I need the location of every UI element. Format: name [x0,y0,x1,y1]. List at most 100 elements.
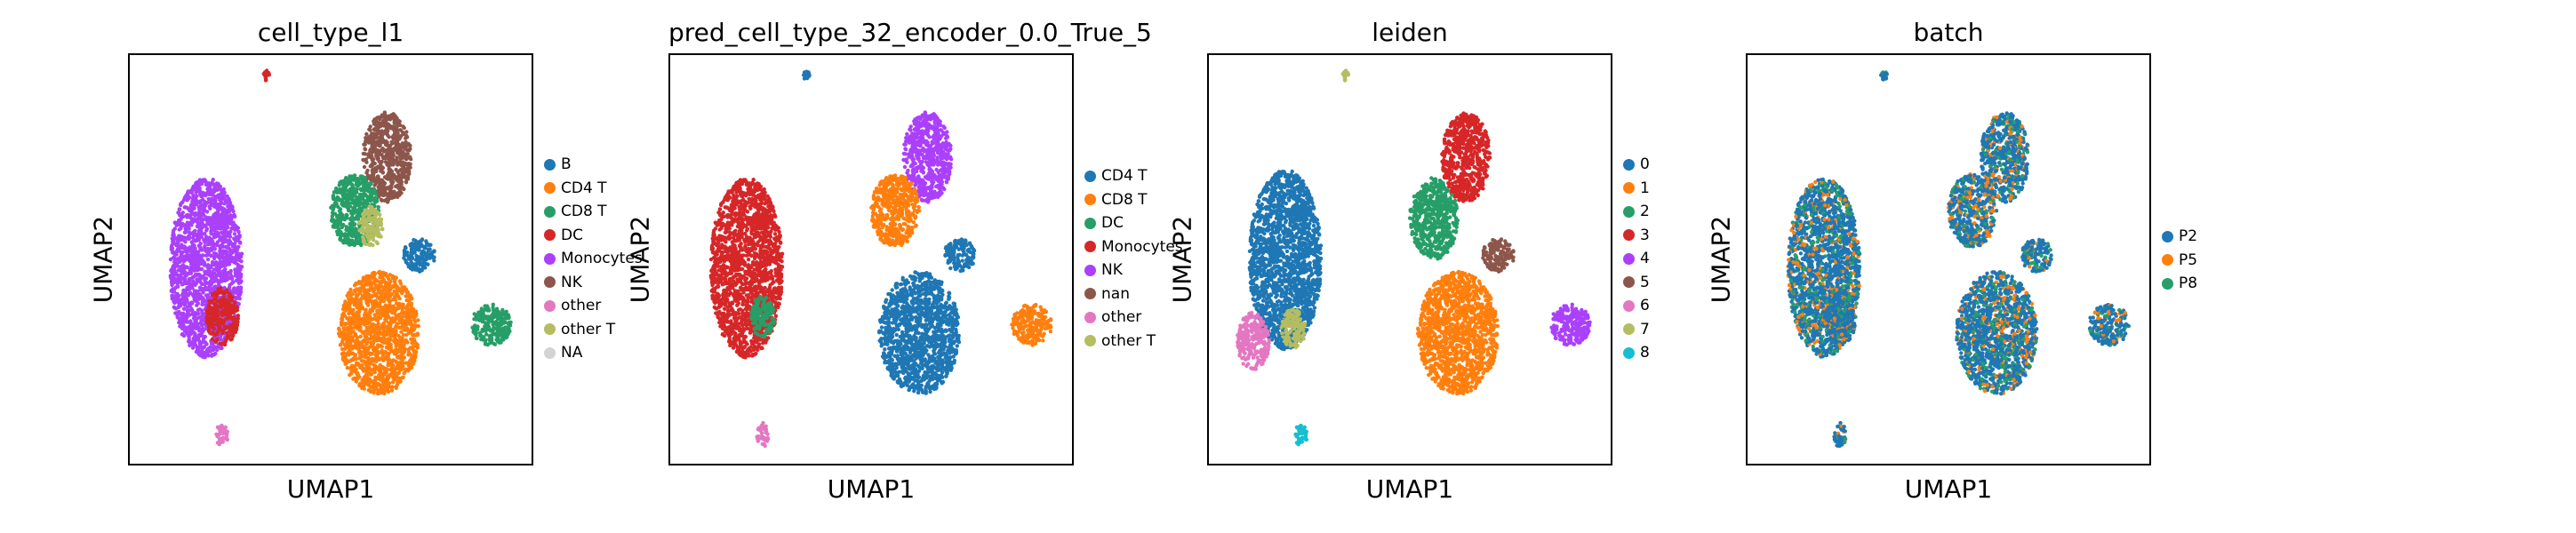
scatter-point [199,180,204,185]
scatter-point [336,190,340,195]
scatter-point [181,237,186,242]
scatter-point [354,367,358,371]
scatter-point [356,362,361,366]
scatter-point [401,124,405,129]
scatter-point [238,290,244,294]
scatter-point [177,259,182,265]
scatter-point [372,119,376,123]
scatter-point [476,310,481,314]
scatter-point [385,163,389,167]
scatter-point [204,248,208,253]
scatter-point [380,227,385,231]
scatter-point [189,190,194,195]
scatter-point [342,305,347,309]
scatter-point [385,122,390,126]
scatter-point [377,330,381,336]
scatter-point [372,346,377,350]
scatter-point [184,273,188,278]
scatter-point [192,312,196,316]
scatter-point [193,266,198,271]
scatter-point [176,211,180,215]
scatter-point [188,271,193,275]
scatter-point [200,193,204,198]
scatter-point [175,314,180,319]
scatter-point [220,196,225,202]
scatter-point [354,189,359,194]
plot-area [128,53,533,465]
cluster-points [470,302,513,347]
scatter-point [185,220,190,225]
scatter-point [398,128,404,132]
scatter-point [199,331,204,337]
scatter-point [343,188,348,193]
scatter-point [188,331,194,337]
scatter-point [397,303,403,308]
scatter-point [359,304,364,309]
scatter-point [219,223,223,228]
scatter-point [348,339,352,344]
scatter-point [394,344,398,348]
scatter-point [193,185,197,189]
scatter-point [426,247,431,251]
scatter-point [381,118,386,123]
scatter-point [173,220,178,226]
scatter-point [474,336,479,340]
scatter-point [229,276,235,281]
scatter-point [188,245,194,250]
scatter-point [223,266,228,272]
scatter-point [344,227,348,232]
scatter-point [390,141,395,146]
scatter-point [368,389,373,394]
scatter-point [349,370,354,374]
scatter-point [378,370,382,375]
scatter-point [369,283,373,289]
scatter-point [196,250,201,254]
scatter-point [361,203,366,208]
scatter-point [348,287,353,292]
scatter-point [209,241,214,245]
scatter-point [175,291,180,297]
scatter-point [388,147,393,151]
scatter-point [200,340,204,345]
scatter-point [363,212,367,218]
scatter-point [394,133,399,138]
scatter-point [195,194,199,198]
scatter-point [396,288,400,292]
scatter-point [214,254,219,259]
scatter-point [382,367,387,371]
scatter-point [207,298,212,304]
scatter-point [206,312,211,316]
scatter-point [235,238,240,243]
scatter-point [347,290,351,296]
scatter-point [386,362,391,366]
scatter-point [182,196,188,202]
scatter-point [329,205,333,210]
scatter-point [350,220,356,225]
scatter-point [236,277,241,282]
scatter-point [212,267,216,272]
scatter-point [337,209,342,213]
scatter-point [501,317,506,322]
scatter-point [348,187,353,192]
scatter-point [227,306,231,311]
scatter-point [370,229,374,234]
scatter-point [224,255,229,260]
scatter-point [190,279,196,283]
scatter-point [356,372,361,378]
scatter-point [348,300,353,305]
scatter-point [228,294,233,298]
scatter-point [498,316,502,321]
scatter-point [219,298,223,302]
scatter-point [363,152,367,156]
scatter-point [196,301,201,306]
scatter-point [372,195,378,201]
scatter-point [209,341,214,346]
scatter-point [395,146,399,150]
scatter-point [220,261,224,266]
scatter-point [184,193,188,198]
scatter-point [354,216,358,220]
scatter-point [396,366,402,371]
scatter-point [364,351,370,356]
scatter-point [335,232,340,237]
scatter-point [192,219,196,223]
